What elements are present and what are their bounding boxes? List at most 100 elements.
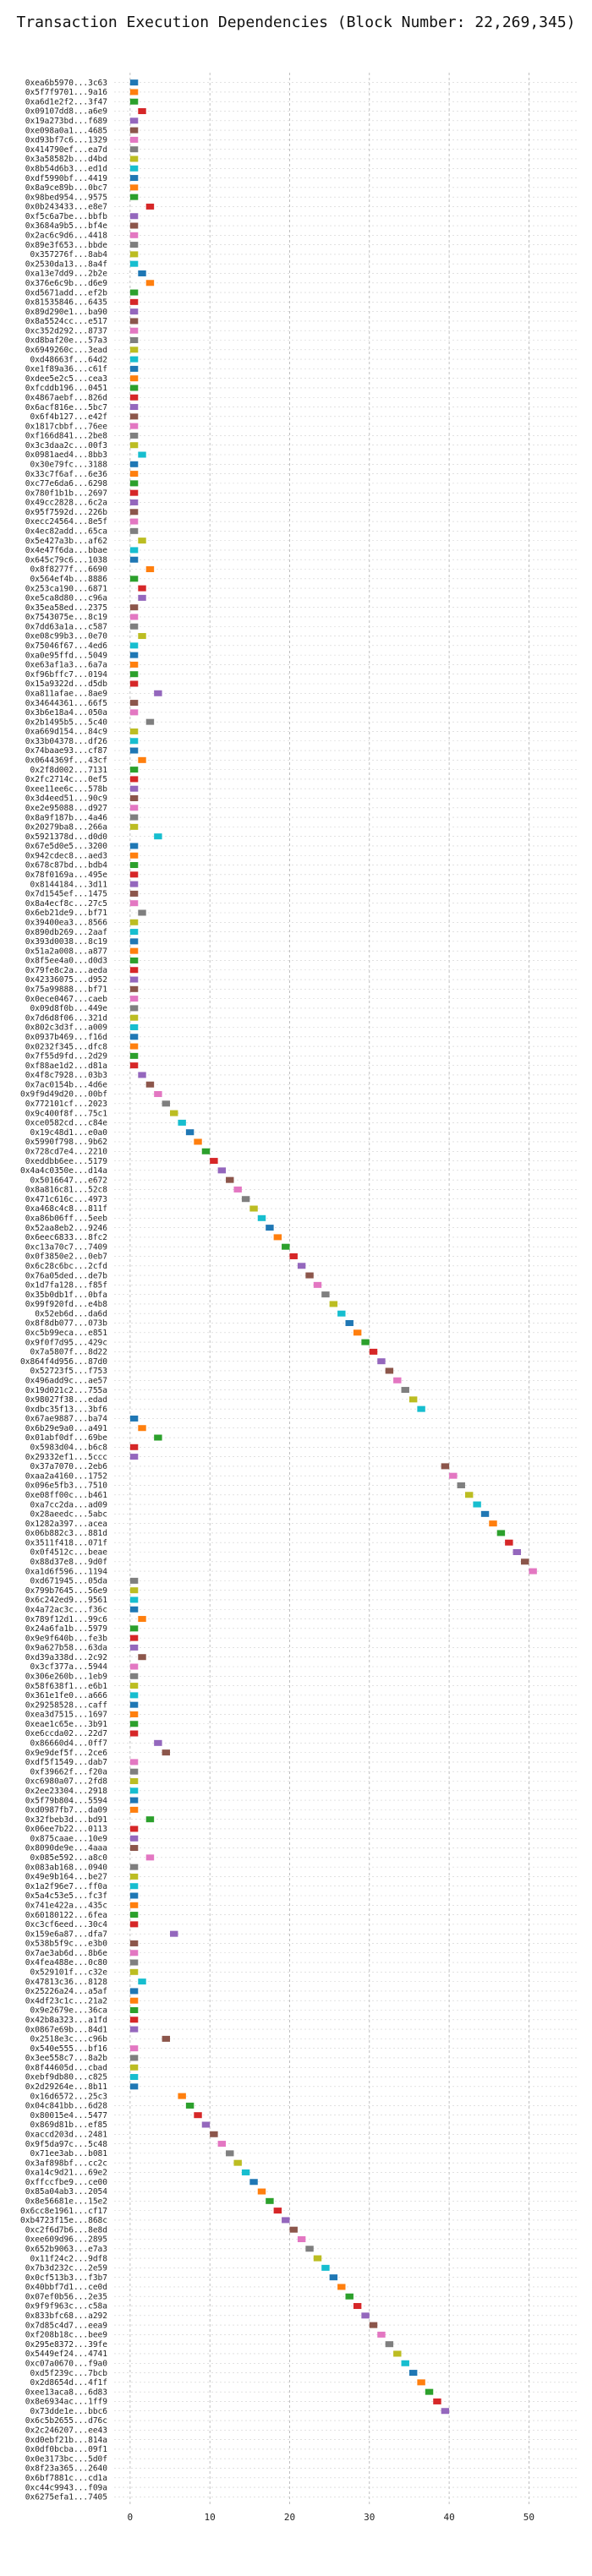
bar xyxy=(393,1377,402,1384)
bar xyxy=(138,633,146,640)
y-tick-label: 0x4fea488e...0c80 xyxy=(25,1958,108,1967)
y-tick-label: 0x6acf816e...5bc7 xyxy=(25,403,107,412)
y-tick-label: 0x6bf7881c...cd1a xyxy=(25,2474,107,2483)
y-tick-label: 0x5449ef24...4741 xyxy=(25,2350,108,2359)
bar xyxy=(129,1778,139,1785)
bar xyxy=(321,2264,330,2271)
y-tick-label: 0x6cc8e1961...cf17 xyxy=(20,2207,107,2216)
y-tick-label: 0x9a627b58...63da xyxy=(25,1644,107,1653)
grid-lines xyxy=(114,73,577,2505)
y-tick-label: 0xa1d6f596...1194 xyxy=(25,1567,108,1576)
y-tick-label: 0x7f55d9fd...2d29 xyxy=(25,1052,108,1062)
y-tick-label: 0x564ef4b...8886 xyxy=(30,575,107,584)
bar xyxy=(129,700,139,707)
y-tick-label: 0x4f8c7928...03b3 xyxy=(25,1071,107,1080)
y-tick-label: 0x01abf0df...69be xyxy=(25,1433,108,1443)
bar xyxy=(129,1997,139,2004)
y-tick-label: 0x35ea58ed...2375 xyxy=(25,603,107,613)
y-tick-label: 0x4a4c0350e...d14a xyxy=(20,1166,107,1176)
bars xyxy=(129,79,537,2415)
y-tick-label: 0x5f79b804...5594 xyxy=(25,1796,108,1805)
y-tick-label: 0x875caae...10e9 xyxy=(30,1834,107,1843)
bar xyxy=(129,1043,139,1050)
bar xyxy=(129,814,139,821)
bar xyxy=(138,909,146,916)
y-tick-label: 0xe08c99b3...0e70 xyxy=(25,632,108,641)
y-tick-label: 0xfcddb196...0451 xyxy=(25,384,108,393)
bar xyxy=(129,967,139,974)
y-tick-label: 0x24a6fa1b...5979 xyxy=(25,1624,108,1634)
y-tick-label: 0x652b9063...e7a3 xyxy=(25,2245,107,2254)
y-tick-label: 0x306e260b...1eb9 xyxy=(25,1672,108,1681)
y-tick-label: 0xc3cf6eed...30c4 xyxy=(25,1920,108,1929)
bar xyxy=(129,709,139,716)
bar xyxy=(129,1873,139,1880)
bar xyxy=(129,1835,139,1842)
y-tick-label: 0x9f0f7d95...429c xyxy=(25,1338,107,1347)
bar xyxy=(129,1596,139,1603)
y-tick-label: 0xaccd203d...2481 xyxy=(25,2130,108,2139)
bar xyxy=(249,1205,258,1212)
y-tick-label: 0x33b04378...df26 xyxy=(25,737,108,746)
y-tick-label: 0x6c28c6bc...2cfd xyxy=(25,1262,107,1271)
bar xyxy=(201,2121,211,2128)
bar xyxy=(145,280,155,287)
bar xyxy=(361,2312,370,2319)
y-tick-label: 0x6eb21de9...bf71 xyxy=(25,909,108,918)
bar xyxy=(129,976,139,983)
y-tick-label: 0x772101cf...2023 xyxy=(25,1100,107,1109)
bar xyxy=(129,785,139,792)
y-tick-label: 0x802c3d3f...a009 xyxy=(25,1023,108,1033)
y-tick-label: 0x35b0db1f...0bfa xyxy=(25,1291,107,1300)
y-tick-label: 0x3511f418...071f xyxy=(25,1538,107,1547)
y-tick-label: 0xebf9db80...c825 xyxy=(25,2073,107,2082)
bar xyxy=(129,489,139,496)
y-tick-label: 0x0232f345...dfc8 xyxy=(25,1042,108,1051)
bar xyxy=(505,1539,513,1546)
y-tick-label: 0x1817cbbf...76ee xyxy=(25,422,108,431)
bar xyxy=(129,862,139,869)
y-tick-label: 0xe63af1a3...6a7a xyxy=(25,661,107,670)
y-tick-label: 0x253ca190...6871 xyxy=(25,584,108,593)
bar xyxy=(129,547,139,554)
bar xyxy=(129,1921,139,1928)
bar xyxy=(162,1749,171,1756)
bar xyxy=(217,1167,227,1174)
y-tick-label: 0x19d021c2...755a xyxy=(25,1386,107,1395)
bar xyxy=(129,1711,139,1717)
y-tick-labels: 0xea6b5970...3c630x5f7f9701...9a160xa6d1… xyxy=(20,79,107,2502)
y-tick-label: 0x5016647...e672 xyxy=(30,1176,107,1185)
y-tick-label: 0xc13a70c7...7409 xyxy=(25,1242,108,1252)
y-tick-label: 0x0f3850e2...0eb7 xyxy=(25,1253,107,1262)
bar xyxy=(129,1587,139,1594)
y-tick-label: 0xd5f239c...7bcb xyxy=(30,2369,107,2378)
bar xyxy=(489,1520,497,1527)
bar xyxy=(210,2131,218,2137)
bar xyxy=(145,1816,155,1823)
bar xyxy=(282,1243,290,1250)
bar xyxy=(241,1196,250,1203)
bar xyxy=(129,356,139,363)
y-tick-label: 0xf88ae1d2...d81a xyxy=(25,1062,107,1071)
bar xyxy=(154,1434,162,1441)
y-tick-label: 0x9e9f640b...fe3b xyxy=(25,1634,108,1643)
y-tick-label: 0x40bbf7d1...ce0d xyxy=(25,2283,107,2292)
y-tick-label: 0x7a5807f...8d22 xyxy=(30,1348,107,1357)
y-tick-label: 0xdbc35f13...3bf6 xyxy=(25,1405,108,1414)
y-tick-label: 0xd39a338d...2c92 xyxy=(25,1653,107,1662)
y-tick-label: 0x7ac0154b...4d6e xyxy=(25,1080,108,1089)
y-tick-label: 0x79fe8c2a...aeda xyxy=(25,966,107,975)
y-tick-label: 0x49cc2828...6c2a xyxy=(25,499,107,508)
y-tick-label: 0x49e9b164...be27 xyxy=(25,1873,107,1882)
bar xyxy=(441,2408,450,2415)
y-tick-label: 0x20279ba8...266a xyxy=(25,823,107,832)
y-tick-label: 0x1d7fa128...f85f xyxy=(25,1281,107,1291)
y-tick-label: 0xa468c4c8...811f xyxy=(25,1204,107,1214)
bar xyxy=(457,1482,465,1488)
y-tick-label: 0x540e555...bf16 xyxy=(30,2044,107,2054)
y-tick-label: 0xeddbb6ee...5179 xyxy=(25,1157,108,1166)
y-tick-label: 0x9e9def5f...2ce6 xyxy=(25,1749,108,1758)
bar xyxy=(138,756,146,763)
y-tick-label: 0xe2e95088...d927 xyxy=(25,804,107,813)
